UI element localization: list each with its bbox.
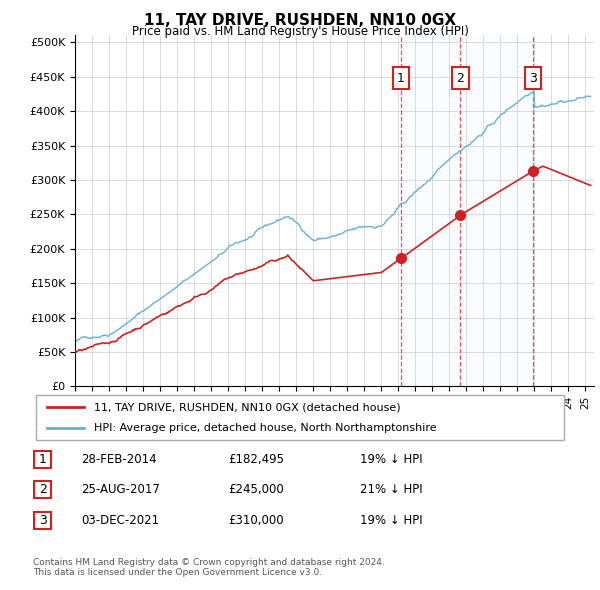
- Text: £310,000: £310,000: [228, 514, 284, 527]
- Text: 1: 1: [397, 71, 405, 84]
- Text: £245,000: £245,000: [228, 483, 284, 496]
- Text: 03-DEC-2021: 03-DEC-2021: [81, 514, 159, 527]
- Text: 2: 2: [457, 71, 464, 84]
- Text: 19% ↓ HPI: 19% ↓ HPI: [360, 453, 422, 466]
- Text: 3: 3: [38, 514, 47, 527]
- Text: 25-AUG-2017: 25-AUG-2017: [81, 483, 160, 496]
- Bar: [401, 35, 533, 386]
- FancyBboxPatch shape: [34, 512, 51, 529]
- Text: £182,495: £182,495: [228, 453, 284, 466]
- Text: Contains HM Land Registry data © Crown copyright and database right 2024.: Contains HM Land Registry data © Crown c…: [33, 558, 385, 566]
- Text: This data is licensed under the Open Government Licence v3.0.: This data is licensed under the Open Gov…: [33, 568, 322, 576]
- Text: 1: 1: [38, 453, 47, 466]
- Text: Price paid vs. HM Land Registry's House Price Index (HPI): Price paid vs. HM Land Registry's House …: [131, 25, 469, 38]
- Text: 11, TAY DRIVE, RUSHDEN, NN10 0GX: 11, TAY DRIVE, RUSHDEN, NN10 0GX: [144, 13, 456, 28]
- Text: 19% ↓ HPI: 19% ↓ HPI: [360, 514, 422, 527]
- Text: 3: 3: [529, 71, 537, 84]
- Text: 28-FEB-2014: 28-FEB-2014: [81, 453, 157, 466]
- FancyBboxPatch shape: [34, 451, 51, 467]
- Text: 2: 2: [38, 483, 47, 496]
- FancyBboxPatch shape: [36, 395, 564, 440]
- FancyBboxPatch shape: [34, 481, 51, 498]
- Text: 11, TAY DRIVE, RUSHDEN, NN10 0GX (detached house): 11, TAY DRIVE, RUSHDEN, NN10 0GX (detach…: [94, 402, 401, 412]
- Text: HPI: Average price, detached house, North Northamptonshire: HPI: Average price, detached house, Nort…: [94, 422, 437, 432]
- Text: 21% ↓ HPI: 21% ↓ HPI: [360, 483, 422, 496]
